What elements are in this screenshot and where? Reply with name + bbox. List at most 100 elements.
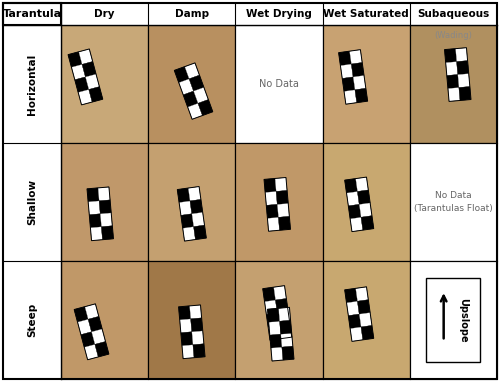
Polygon shape [262,287,276,301]
Polygon shape [338,51,351,66]
Polygon shape [356,177,368,191]
Polygon shape [358,300,370,314]
Polygon shape [279,324,292,339]
Polygon shape [280,333,293,347]
Polygon shape [89,87,103,102]
Polygon shape [86,74,100,89]
Polygon shape [188,186,201,201]
Polygon shape [353,75,366,90]
Polygon shape [85,304,99,319]
Polygon shape [264,300,278,314]
Text: Subaqueous: Subaqueous [418,9,490,19]
Polygon shape [184,63,200,79]
Polygon shape [340,64,353,78]
Polygon shape [276,191,288,204]
Polygon shape [278,203,289,217]
Polygon shape [179,79,194,95]
Polygon shape [458,74,470,87]
Polygon shape [264,178,276,193]
Bar [148,25,236,143]
Bar [3,3,61,25]
Polygon shape [359,203,372,217]
Polygon shape [75,77,89,92]
Polygon shape [278,307,290,321]
Polygon shape [78,319,92,335]
Polygon shape [99,200,111,214]
Polygon shape [350,50,362,64]
Polygon shape [98,187,110,201]
Bar [236,143,322,261]
Polygon shape [280,320,291,334]
Bar [410,261,497,379]
Bar [236,25,322,143]
Polygon shape [344,179,358,193]
Polygon shape [87,188,99,202]
Polygon shape [192,212,204,227]
Polygon shape [72,64,86,80]
Polygon shape [181,214,194,228]
Polygon shape [82,62,96,77]
Bar [322,261,410,379]
Polygon shape [81,332,95,347]
Polygon shape [444,48,471,101]
Polygon shape [194,87,208,103]
Text: Wet Saturated: Wet Saturated [324,9,409,19]
Polygon shape [358,190,370,204]
Polygon shape [194,225,206,240]
Bar [3,25,61,379]
Polygon shape [74,307,88,322]
Polygon shape [74,304,109,360]
Polygon shape [180,319,192,333]
Polygon shape [344,177,374,231]
Polygon shape [190,318,203,332]
Polygon shape [444,49,456,63]
Polygon shape [68,52,82,67]
Polygon shape [348,204,361,219]
Text: Shallow: Shallow [27,179,37,225]
Text: No Data
(Tarantulas Float): No Data (Tarantulas Float) [414,191,493,213]
Polygon shape [100,213,112,227]
Polygon shape [264,178,290,231]
Polygon shape [271,347,283,361]
Polygon shape [178,188,190,202]
Polygon shape [344,90,356,104]
Polygon shape [188,103,202,119]
Polygon shape [448,87,460,101]
Polygon shape [268,217,280,231]
Polygon shape [350,327,363,342]
Polygon shape [190,199,202,214]
Polygon shape [102,226,114,240]
Polygon shape [189,75,204,91]
Polygon shape [178,305,205,359]
Polygon shape [356,287,368,301]
Text: No Data: No Data [259,79,299,89]
Polygon shape [178,186,206,241]
Polygon shape [178,306,190,320]
Polygon shape [84,344,98,360]
Polygon shape [268,308,280,322]
Polygon shape [350,217,363,231]
Bar [61,25,148,143]
Polygon shape [174,66,189,83]
Polygon shape [87,187,114,241]
Polygon shape [342,77,355,91]
Bar [61,261,148,379]
Polygon shape [359,312,372,327]
Polygon shape [190,305,202,319]
Text: Tarantula: Tarantula [2,9,62,19]
Bar [410,143,497,261]
Polygon shape [344,287,374,342]
Polygon shape [346,301,359,316]
Polygon shape [270,334,282,348]
Polygon shape [276,298,288,313]
Polygon shape [446,62,458,76]
Polygon shape [361,216,374,230]
Polygon shape [266,204,278,218]
Polygon shape [266,313,279,327]
Bar [322,25,410,143]
Polygon shape [198,100,213,115]
Polygon shape [355,88,368,103]
Polygon shape [193,344,205,358]
Polygon shape [68,49,103,105]
Text: Damp: Damp [174,9,209,19]
